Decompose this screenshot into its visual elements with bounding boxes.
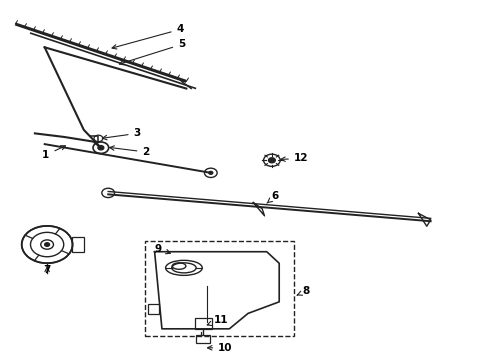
Text: 4: 4 bbox=[112, 24, 184, 49]
Text: 10: 10 bbox=[207, 343, 233, 353]
Bar bbox=[195, 318, 212, 329]
Bar bbox=[72, 237, 84, 252]
Text: 5: 5 bbox=[120, 40, 185, 65]
Circle shape bbox=[45, 243, 49, 246]
Text: 8: 8 bbox=[297, 286, 310, 296]
Bar bbox=[148, 304, 159, 315]
Circle shape bbox=[209, 171, 213, 174]
Text: 7: 7 bbox=[44, 265, 51, 275]
Text: 11: 11 bbox=[207, 315, 229, 325]
Bar bbox=[196, 335, 210, 343]
Bar bbox=[145, 241, 294, 336]
Text: 2: 2 bbox=[110, 146, 149, 157]
Circle shape bbox=[98, 145, 104, 150]
Text: 6: 6 bbox=[267, 191, 279, 203]
Text: 9: 9 bbox=[155, 244, 171, 254]
Circle shape bbox=[269, 158, 275, 163]
Text: 3: 3 bbox=[102, 129, 141, 140]
Text: 1: 1 bbox=[42, 146, 66, 160]
Text: 12: 12 bbox=[281, 153, 308, 163]
